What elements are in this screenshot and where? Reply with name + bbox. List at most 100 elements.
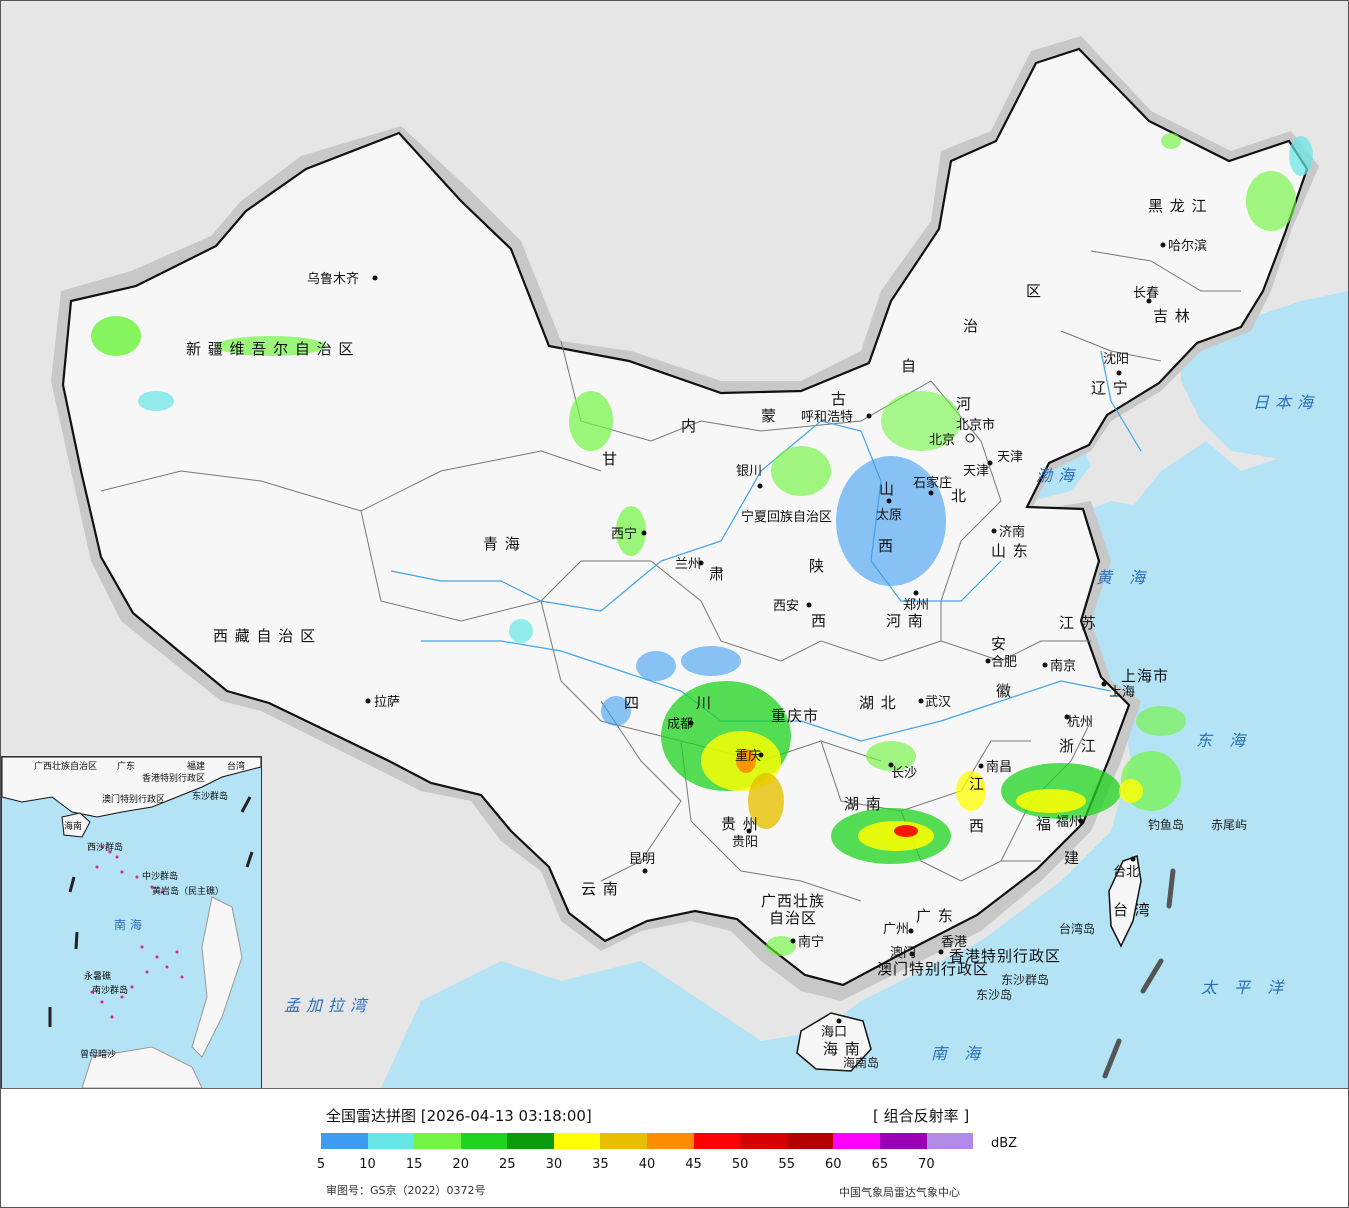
- hainan-island: [796, 1012, 872, 1072]
- city-taiyuan: 太原: [876, 508, 902, 523]
- city-shenyang: 沈阳: [1103, 352, 1129, 367]
- product-name: [ 组合反射率 ]: [873, 1107, 970, 1125]
- colorbar-swatch: [693, 1133, 741, 1149]
- colorbar-tick-label: 45: [685, 1157, 702, 1172]
- colorbar-swatch: [926, 1133, 974, 1149]
- taiwan-island: [1108, 854, 1142, 948]
- inset-fujian: 福建: [187, 760, 205, 772]
- city-hongkong: 香港: [941, 935, 967, 950]
- label-shanxi-2: 西: [878, 537, 894, 555]
- label-jilin: 吉 林: [1153, 307, 1191, 325]
- sea-pacific: 太 平 洋: [1201, 978, 1289, 997]
- inset-dongsha: 东沙群岛: [192, 790, 228, 802]
- map-area: 新 疆 维 吾 尔 自 治 区 西 藏 自 治 区 青 海 内 蒙 古 自 治 …: [1, 1, 1348, 1088]
- island-labels: 钓鱼岛 赤尾屿 台湾岛 东沙群岛 东沙岛 海南岛: [843, 817, 1247, 1070]
- label-shanxi-1: 山: [879, 480, 895, 498]
- label-hubei: 湖 北: [859, 694, 897, 712]
- label-hebei-2: 北: [951, 487, 967, 505]
- label-zhejiang: 浙 江: [1059, 737, 1097, 755]
- city-harbin: 哈尔滨: [1168, 238, 1207, 254]
- label-guizhou: 贵 州: [721, 815, 759, 833]
- label-neimenggu-6: 区: [1026, 282, 1042, 300]
- inset-guangxi: 广西壮族自治区: [34, 760, 97, 772]
- inset-zhongsha: 中沙群岛: [142, 870, 178, 882]
- colorbar-tick-label: 15: [405, 1157, 423, 1172]
- sea-labels: 日本海 渤海 黄 海 东 海 太 平 洋 南 海 孟加拉湾: [284, 393, 1313, 1063]
- label-jiangxi-1: 江: [969, 775, 985, 793]
- data-source: 中国气象局雷达气象中心: [839, 1186, 960, 1199]
- colorbar-tick-label: 30: [545, 1157, 563, 1172]
- label-hebei-1: 河: [956, 395, 972, 413]
- inset-hongkong: 香港特别行政区: [142, 772, 205, 784]
- legend-title: 全国雷达拼图 [2026-04-13 03:18:00]: [326, 1107, 592, 1125]
- island-chiwei: 赤尾屿: [1211, 818, 1247, 832]
- colorbar-swatch: [553, 1133, 601, 1149]
- label-jiangsu: 江 苏: [1059, 614, 1097, 632]
- colorbar-swatch: [879, 1133, 927, 1149]
- city-haikou: 海口: [821, 1025, 847, 1040]
- label-ningxia: 宁夏回族自治区: [741, 509, 832, 525]
- inset-borneo: [81, 1046, 203, 1088]
- island-dongsha: 东沙岛: [976, 987, 1012, 1002]
- label-liaoning: 辽 宁: [1091, 379, 1129, 397]
- sea-bengal: 孟加拉湾: [284, 996, 372, 1015]
- island-dongsha-islands: 东沙群岛: [1001, 972, 1049, 987]
- city-fuzhou: 福州: [1056, 815, 1082, 830]
- inset-dashes: [48, 796, 254, 1027]
- label-qinghai: 青 海: [483, 535, 521, 553]
- colorbar-swatch: [786, 1133, 834, 1149]
- colorbar-swatch: [507, 1133, 554, 1149]
- colorbar-tick-label: 10: [359, 1157, 376, 1172]
- city-urumqi: 乌鲁木齐: [307, 271, 359, 287]
- label-shaanxi-1: 陕: [809, 557, 825, 575]
- colorbar-swatch: [740, 1133, 787, 1149]
- city-wuhan: 武汉: [925, 695, 951, 710]
- city-nanjing: 南京: [1050, 658, 1076, 674]
- label-hainan: 海 南: [823, 1040, 861, 1058]
- inset-islands: [90, 845, 184, 1019]
- colorbar-tick-label: 65: [871, 1157, 889, 1172]
- inset-yongshu: 永暑礁: [84, 970, 111, 982]
- label-sichuan-1: 四: [624, 694, 640, 712]
- label-guangxi-1: 广西壮族: [761, 892, 825, 910]
- label-shaanxi-2: 西: [811, 612, 827, 630]
- city-markers: 乌鲁木齐 拉萨 西宁 兰州 银川 呼和浩特 北京 天津 石家庄 太原 济南 郑州…: [307, 238, 1207, 1040]
- colorbar-swatch: [367, 1133, 415, 1149]
- province-boundaries: [100, 250, 1241, 902]
- label-guangxi-2: 自治区: [769, 909, 817, 927]
- inset-guangdong: 广东: [117, 760, 135, 772]
- island-hainan: 海南岛: [843, 1055, 879, 1070]
- city-beijing: 北京: [929, 433, 955, 448]
- colorbar-tick-label: 35: [592, 1157, 609, 1172]
- label-sichuan-2: 川: [696, 694, 712, 712]
- colorbar-tick-label: 60: [825, 1157, 842, 1172]
- island-diaoyu: 钓鱼岛: [1148, 817, 1184, 832]
- city-nanchang: 南昌: [986, 759, 1012, 775]
- label-guangdong: 广 东: [916, 907, 954, 925]
- colorbar-swatch: [321, 1133, 368, 1149]
- inset-xisha: 西沙群岛: [87, 841, 123, 853]
- inset-taiwan: 台湾: [227, 760, 245, 772]
- city-yinchuan: 银川: [736, 464, 762, 479]
- label-hunan: 湖 南: [844, 795, 882, 813]
- colorbar-tick-label: 55: [778, 1157, 795, 1172]
- label-shanghai: 上海市: [1121, 667, 1169, 685]
- label-macau: 澳门特别行政区: [877, 960, 989, 978]
- inset-huangyan: 黄岩岛（民主礁）: [152, 885, 224, 897]
- inset-mainland: [2, 757, 261, 818]
- city-macau: 澳门: [890, 945, 916, 961]
- inset-hainan: [61, 812, 91, 838]
- city-hohhot: 呼和浩特: [801, 410, 853, 425]
- inset-zengmu: 曾母暗沙: [80, 1048, 116, 1060]
- island-taiwan: 台湾岛: [1059, 921, 1095, 936]
- inset-hainan: 海南: [64, 820, 82, 832]
- label-xinjiang: 新 疆 维 吾 尔 自 治 区: [186, 340, 354, 358]
- china-territory: [61, 47, 1309, 987]
- label-neimenggu-3: 古: [831, 390, 847, 408]
- label-anhui-1: 安: [991, 635, 1007, 653]
- city-hangzhou: 杭州: [1067, 715, 1093, 730]
- colorbar-tick-label: 40: [638, 1157, 656, 1172]
- city-zhengzhou: 郑州: [903, 598, 929, 613]
- label-anhui-2: 徽: [996, 682, 1012, 700]
